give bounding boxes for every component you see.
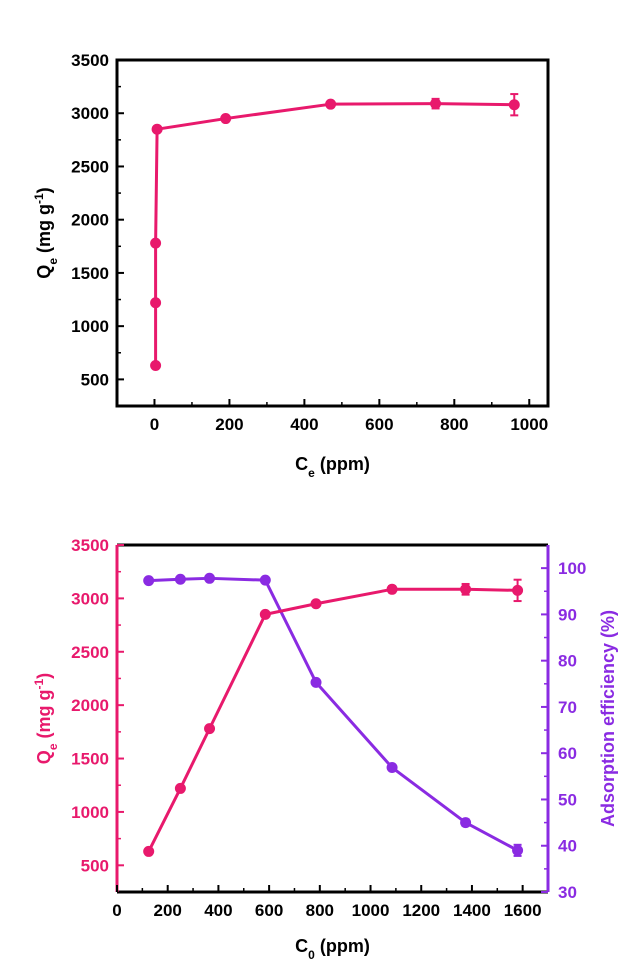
x-tick-label: 200 <box>215 415 243 434</box>
x-tick-label: 1400 <box>453 901 491 920</box>
qe-series-point <box>460 583 472 595</box>
y-tick-label: 2000 <box>71 696 109 715</box>
y-tick-label: 500 <box>81 856 109 875</box>
x-tick-label: 1200 <box>402 901 440 920</box>
y2-axis-title: Adsorption efficiency (%) <box>598 610 618 827</box>
x-tick-label: 800 <box>306 901 334 920</box>
efficiency-series-point <box>204 572 216 584</box>
efficiency-series-point <box>259 574 271 586</box>
y2-tick-label: 100 <box>558 559 586 578</box>
x-tick-label: 400 <box>204 901 232 920</box>
y2-tick-label: 70 <box>558 698 577 717</box>
y2-tick-label: 90 <box>558 605 577 624</box>
x-tick-label: 800 <box>440 415 468 434</box>
qe-series-point <box>386 583 398 595</box>
x-tick-label: 400 <box>290 415 318 434</box>
qe-series-point <box>310 598 322 610</box>
qe-series-point <box>150 297 162 309</box>
chart-bottom: 5001000150020002500300035003040506070809… <box>32 536 618 962</box>
x-axis-title: Ce (ppm) <box>295 454 370 480</box>
y-tick-label: 1500 <box>71 750 109 769</box>
y-tick-label: 2500 <box>71 157 109 176</box>
y-tick-label: 1000 <box>71 803 109 822</box>
x-tick-label: 0 <box>112 901 121 920</box>
efficiency-series-point <box>143 575 155 587</box>
qe-series-point <box>204 723 216 735</box>
qe-series-point <box>220 113 232 125</box>
efficiency-series-point <box>310 676 322 688</box>
efficiency-series-point <box>174 573 186 585</box>
x-tick-label: 1000 <box>352 901 390 920</box>
x-tick-label: 600 <box>365 415 393 434</box>
x-tick-label: 0 <box>150 415 159 434</box>
efficiency-series-point <box>512 844 524 856</box>
x-tick-label: 1000 <box>510 415 548 434</box>
y2-tick-label: 80 <box>558 652 577 671</box>
y2-tick-label: 40 <box>558 837 577 856</box>
y-tick-label: 3000 <box>71 104 109 123</box>
qe-series-line <box>154 102 515 366</box>
y2-tick-label: 30 <box>558 883 577 902</box>
y2-tick-label: 50 <box>558 790 577 809</box>
x-tick-label: 1600 <box>504 901 542 920</box>
y2-tick-label: 60 <box>558 744 577 763</box>
y-tick-label: 1500 <box>71 264 109 283</box>
x-axis-title: C0 (ppm) <box>295 936 370 962</box>
qe-series-point <box>151 123 163 135</box>
x-tick-label: 200 <box>154 901 182 920</box>
qe-series-point <box>259 608 271 620</box>
efficiency-series-point <box>460 817 472 829</box>
y-axis-title: Qe (mg g-1) <box>32 673 60 764</box>
chart-top: 500 1000 1500 2000 2500 3000 3500 0 200 400 600 800… <box>32 51 550 480</box>
qe-series-point <box>150 360 162 372</box>
qe-series-line <box>147 587 518 853</box>
y-tick-label: 1000 <box>71 317 109 336</box>
qe-series-point <box>143 845 155 857</box>
qe-series-point <box>508 99 520 111</box>
plot-frame <box>115 58 550 408</box>
qe-series-point <box>512 584 524 596</box>
x-tick-label: 600 <box>255 901 283 920</box>
efficiency-series-line <box>148 576 519 852</box>
y-tick-label: 500 <box>81 370 109 389</box>
efficiency-series-point <box>386 762 398 774</box>
y-tick-label: 2000 <box>71 211 109 230</box>
qe-series-point <box>150 237 162 249</box>
y-tick-label: 3500 <box>71 51 109 70</box>
qe-series-point <box>325 98 337 110</box>
y-axis-title: Qe (mg g-1) <box>32 187 60 278</box>
y-tick-label: 3500 <box>71 536 109 555</box>
qe-series-point <box>430 98 442 110</box>
y-tick-label: 2500 <box>71 643 109 662</box>
qe-series-point <box>174 782 186 794</box>
y-tick-label: 3000 <box>71 589 109 608</box>
